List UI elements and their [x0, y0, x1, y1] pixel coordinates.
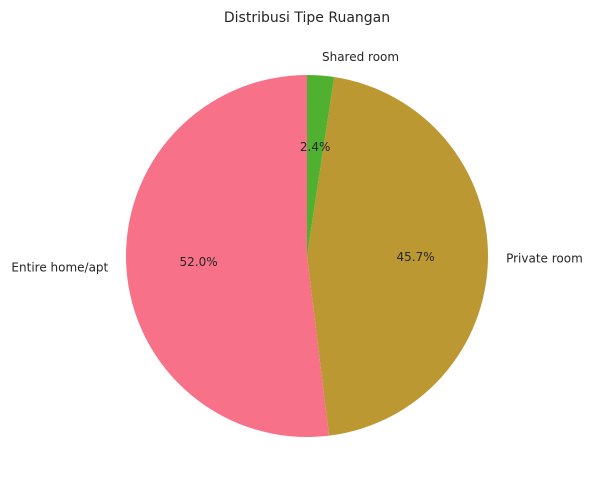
percent-label-entire-home-apt: 52.0%: [180, 255, 218, 269]
category-label-shared-room: Shared room: [322, 50, 399, 64]
percent-label-private-room: 45.7%: [397, 250, 435, 264]
pie-slice-entire-home-apt: [126, 75, 330, 437]
chart-title: Distribusi Tipe Ruangan: [224, 10, 390, 26]
percent-labels: 52.0% 45.7% 2.4%: [180, 140, 435, 269]
pie-slice-shared-room: [307, 75, 335, 256]
pie-slice-private-room: [307, 77, 489, 436]
percent-label-shared-room: 2.4%: [300, 140, 331, 154]
category-label-entire-home-apt: Entire home/apt: [11, 261, 108, 275]
category-label-private-room: Private room: [506, 251, 583, 265]
pie-slices: [126, 75, 489, 437]
category-labels: Entire home/apt Private room Shared room: [11, 50, 582, 275]
